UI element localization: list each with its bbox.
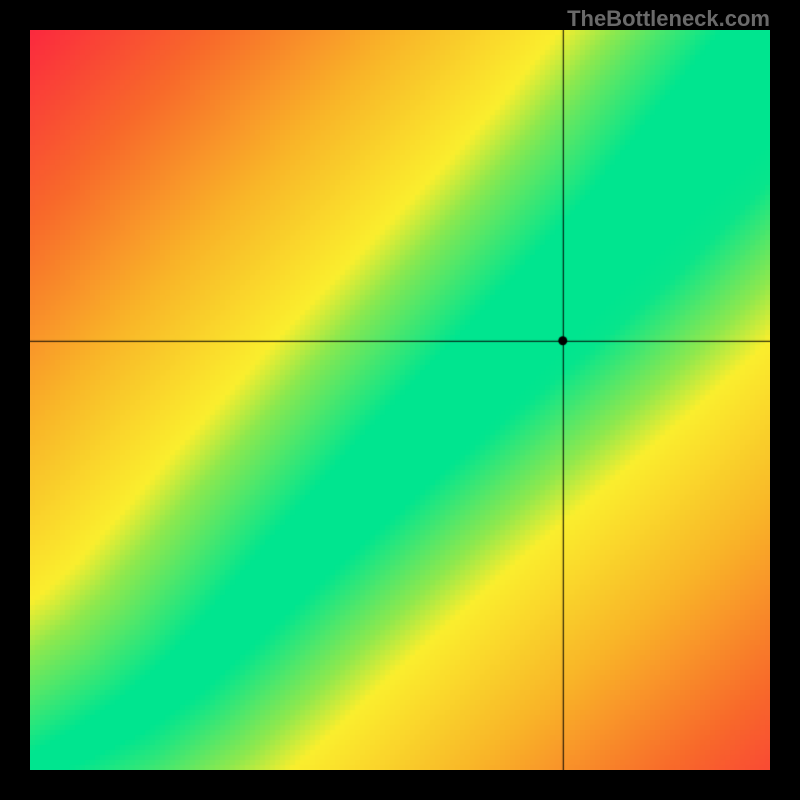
- watermark-text: TheBottleneck.com: [567, 6, 770, 32]
- bottleneck-heatmap: [30, 30, 770, 770]
- heatmap-canvas: [30, 30, 770, 770]
